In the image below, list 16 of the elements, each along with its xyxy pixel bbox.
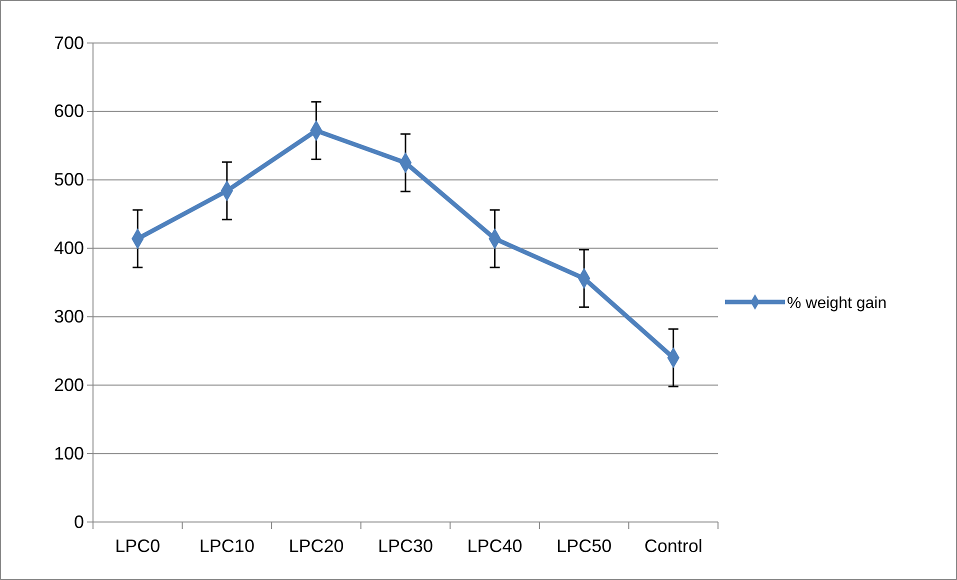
y-tick-label: 600 bbox=[54, 101, 84, 122]
x-tick-label: LPC30 bbox=[378, 536, 434, 556]
y-tick-label: 700 bbox=[54, 32, 84, 53]
x-tick-label: LPC50 bbox=[556, 536, 612, 556]
y-tick-label: 100 bbox=[54, 443, 84, 464]
y-tick-label: 400 bbox=[54, 238, 84, 258]
legend-label: % weight gain bbox=[787, 295, 887, 312]
x-tick-label: LPC10 bbox=[199, 536, 254, 556]
y-tick-label: 200 bbox=[54, 374, 84, 395]
x-tick-label: LPC0 bbox=[115, 536, 160, 556]
x-tick-label: Control bbox=[644, 536, 702, 556]
y-tick-label: 0 bbox=[74, 512, 84, 532]
x-tick-label: LPC20 bbox=[288, 536, 344, 556]
x-tick-label: LPC40 bbox=[467, 536, 522, 556]
y-tick-label: 500 bbox=[54, 170, 84, 190]
y-tick-label: 300 bbox=[54, 306, 84, 326]
